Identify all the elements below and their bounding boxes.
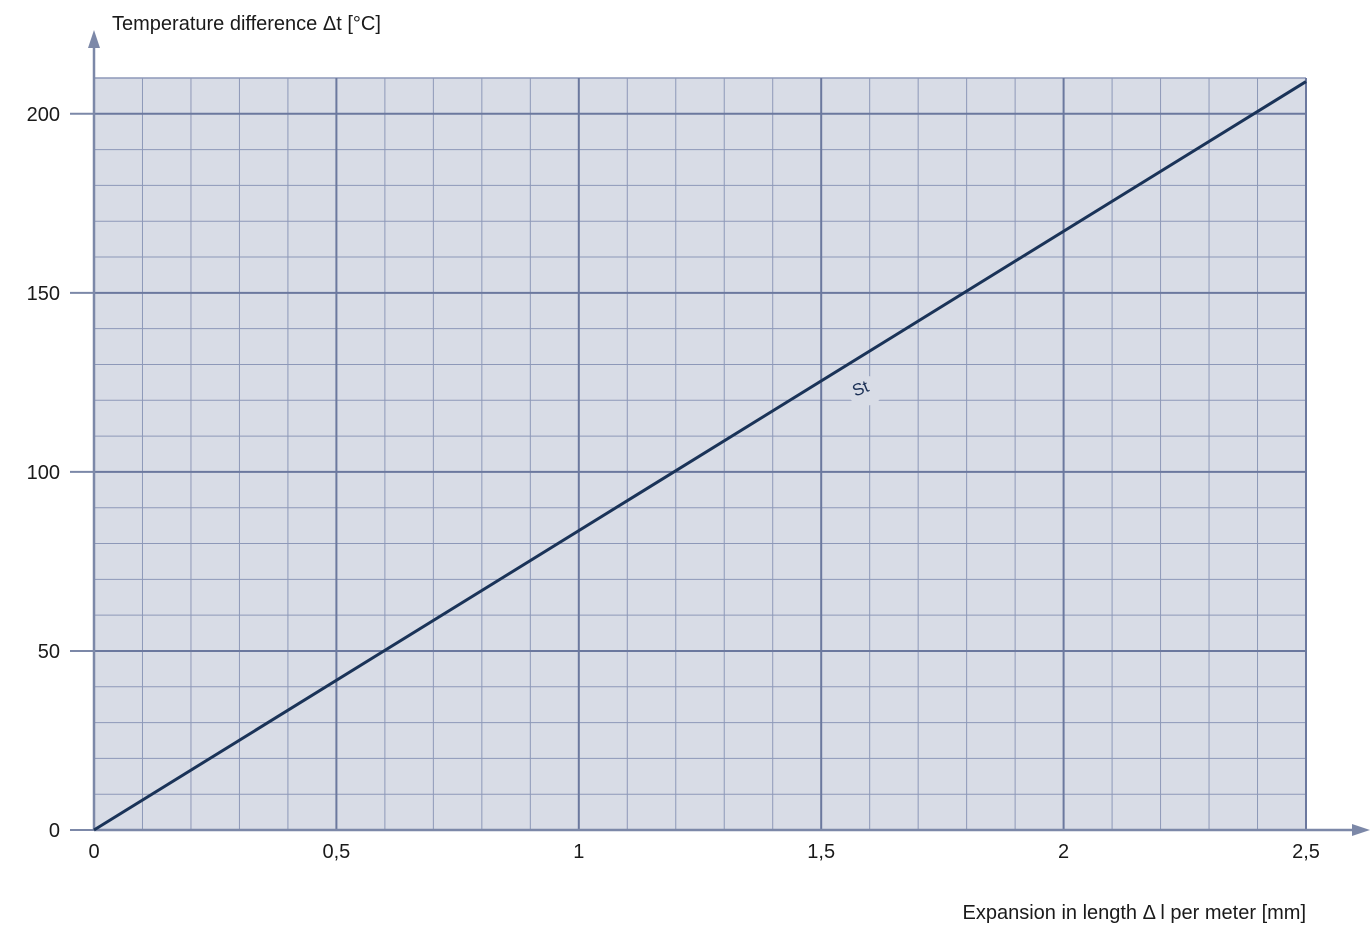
x-tick-label: 0,5 — [322, 841, 350, 863]
y-tick-label: 0 — [49, 820, 60, 842]
y-tick-label: 150 — [27, 283, 60, 305]
series-group: St — [93, 80, 1307, 832]
x-axis-arrow-icon — [1352, 824, 1370, 836]
y-tick-label: 50 — [38, 641, 60, 663]
axes — [70, 30, 1370, 836]
series-label-background — [847, 375, 884, 406]
x-tick-label: 0 — [88, 841, 99, 863]
x-axis-title: Expansion in length Δ l per meter [mm] — [962, 902, 1306, 924]
x-tick-label: 1,5 — [807, 841, 835, 863]
x-tick-label: 1 — [573, 841, 584, 863]
y-tick-label: 100 — [27, 462, 60, 484]
series-line — [93, 80, 1307, 832]
series-label: St — [850, 377, 872, 401]
axis-titles: Temperature difference Δt [°C] Expansion… — [112, 13, 1306, 924]
x-tick-label: 2 — [1058, 841, 1069, 863]
y-axis-arrow-icon — [88, 30, 100, 48]
x-tick-label: 2,5 — [1292, 841, 1320, 863]
y-tick-label: 200 — [27, 104, 60, 126]
tick-labels: 0 0,5 1 1,5 2 2,5 0 50 100 150 200 — [27, 104, 1320, 863]
y-axis-title: Temperature difference Δt [°C] — [112, 13, 381, 35]
